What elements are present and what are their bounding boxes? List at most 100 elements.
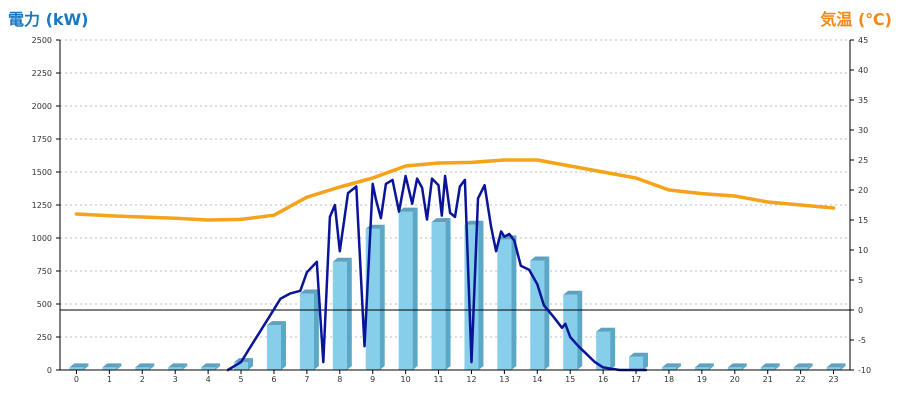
- power-bar-front: [694, 367, 709, 370]
- right-axis-tick-label: 40: [858, 66, 868, 75]
- x-axis-tick-label: 20: [730, 375, 740, 384]
- power-bar-side: [215, 363, 221, 370]
- x-axis-tick-label: 14: [532, 375, 542, 384]
- right-axis-tick-label: 45: [858, 36, 868, 45]
- power-bar-side: [182, 363, 188, 370]
- x-axis-tick-label: 16: [598, 375, 608, 384]
- right-axis-tick-label: 25: [858, 156, 868, 165]
- left-axis-tick-label: 500: [37, 300, 52, 309]
- x-axis-tick-label: 15: [565, 375, 575, 384]
- power-bar-side: [511, 235, 517, 370]
- right-axis-tick-label: 35: [858, 96, 868, 105]
- left-axis-tick-label: 0: [47, 366, 52, 375]
- right-axis-tick-label: 5: [858, 276, 863, 285]
- power-bar: [431, 218, 451, 370]
- power-bar: [102, 363, 122, 370]
- x-axis-tick-label: 7: [304, 375, 309, 384]
- left-axis-tick-label: 1500: [32, 168, 52, 177]
- power-bar-side: [741, 363, 747, 370]
- x-axis-tick-label: 4: [206, 375, 211, 384]
- x-axis-tick-label: 12: [466, 375, 476, 384]
- x-axis-tick-label: 2: [140, 375, 145, 384]
- power-bar-top: [102, 363, 122, 368]
- right-axis-tick-label: 30: [858, 126, 868, 135]
- power-bar-front: [596, 331, 611, 370]
- x-axis-tick-label: 18: [664, 375, 674, 384]
- power-bar-top: [464, 220, 484, 225]
- power-bar-top: [694, 363, 714, 368]
- power-bar-side: [379, 224, 385, 370]
- right-axis-tick-label: 20: [858, 186, 868, 195]
- power-bar-side: [83, 363, 89, 370]
- power-line-group: [226, 174, 648, 372]
- x-axis-tick-label: 1: [107, 375, 112, 384]
- power-bar-top: [760, 363, 780, 368]
- power-bar-side: [643, 352, 649, 370]
- power-bar-side: [577, 290, 583, 370]
- power-bar: [727, 363, 747, 370]
- right-axis-tick-label: 0: [858, 306, 863, 315]
- power-bar: [563, 290, 583, 370]
- power-bar-side: [610, 327, 616, 370]
- power-bar: [168, 363, 188, 370]
- temperature-line-group: [74, 158, 836, 222]
- power-bar-front: [563, 294, 578, 370]
- power-bar: [299, 289, 319, 370]
- right-axis-title: 気温 (℃): [820, 10, 892, 29]
- power-bar: [629, 352, 649, 370]
- power-bar-top: [299, 289, 319, 294]
- power-bar-top: [135, 363, 155, 368]
- power-bar-side: [807, 363, 813, 370]
- power-bar: [266, 321, 286, 370]
- power-bar-front: [234, 362, 249, 370]
- left-axis-tick-label: 2250: [32, 69, 52, 78]
- power-bar-top: [727, 363, 747, 368]
- power-bar: [135, 363, 155, 370]
- power-bar-side: [149, 363, 155, 370]
- left-axis-tick-label: 750: [37, 267, 52, 276]
- power-bar-side: [774, 363, 780, 370]
- x-axis-tick-label: 6: [271, 375, 276, 384]
- power-bar-top: [596, 327, 616, 332]
- power-bar: [694, 363, 714, 370]
- power-bar-side: [445, 218, 451, 370]
- power-bar-side: [840, 363, 846, 370]
- power-bar-side: [116, 363, 122, 370]
- power-bar-front: [398, 211, 413, 370]
- left-axis-title: 電力 (kW): [8, 10, 89, 29]
- power-bar: [398, 207, 418, 370]
- x-axis-tick-label: 8: [337, 375, 342, 384]
- power-bar-front: [135, 367, 150, 370]
- power-bar-front: [299, 293, 314, 370]
- right-axis-tick-label: 15: [858, 216, 868, 225]
- power-bar-front: [530, 260, 545, 370]
- temperature-line: [74, 158, 836, 222]
- right-axis-tick-label: -10: [858, 366, 871, 375]
- left-axis-tick-label: 250: [37, 333, 52, 342]
- power-bar: [530, 256, 550, 370]
- power-bar-top: [563, 290, 583, 295]
- left-axis-tick-label: 1250: [32, 201, 52, 210]
- power-bar-front: [497, 239, 512, 370]
- power-bar: [661, 363, 681, 370]
- power-bar-side: [478, 220, 484, 370]
- power-bar: [201, 363, 221, 370]
- power-bar-front: [431, 222, 446, 370]
- gridlines: [60, 39, 850, 338]
- power-bar-side: [280, 321, 286, 370]
- power-bar: [793, 363, 813, 370]
- power-line: [226, 174, 648, 372]
- power-bar-side: [708, 363, 714, 370]
- power-bar-top: [629, 352, 649, 357]
- power-bar: [760, 363, 780, 370]
- left-axis-tick-label: 1000: [32, 234, 52, 243]
- power-bars: [69, 207, 846, 370]
- power-bar-top: [266, 321, 286, 326]
- x-axis-tick-label: 11: [433, 375, 443, 384]
- power-bar-side: [346, 257, 352, 370]
- power-bar-top: [168, 363, 188, 368]
- x-axis-tick-label: 19: [697, 375, 707, 384]
- power-bar-side: [544, 256, 550, 370]
- right-axis-tick-label: -5: [858, 336, 866, 345]
